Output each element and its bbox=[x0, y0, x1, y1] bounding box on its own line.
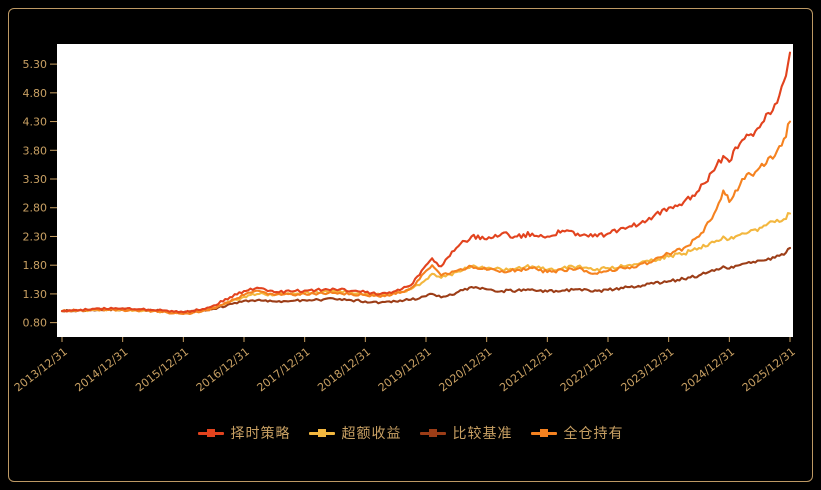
y-axis-tick-label: 0.80 bbox=[23, 317, 48, 330]
legend-item-benchmark[interactable]: 比较基准 bbox=[419, 423, 513, 443]
chart-legend: 择时策略 超额收益 比较基准 全仓持有 bbox=[0, 423, 821, 443]
x-axis-tick-label: 2015/12/31 bbox=[133, 345, 191, 394]
x-axis-tick-label: 2019/12/31 bbox=[376, 345, 434, 394]
x-axis-tick-label: 2024/12/31 bbox=[679, 345, 737, 394]
series-line-timing-strategy bbox=[60, 51, 792, 314]
legend-item-timing-strategy[interactable]: 择时策略 bbox=[197, 423, 291, 443]
x-axis-tick-label: 2021/12/31 bbox=[497, 345, 555, 394]
line-marker-icon bbox=[308, 429, 335, 437]
y-axis-tick-label: 3.80 bbox=[23, 144, 48, 157]
x-axis-tick-label: 2016/12/31 bbox=[194, 345, 252, 394]
x-axis-tick-label: 2014/12/31 bbox=[73, 345, 131, 394]
y-axis-tick-label: 1.30 bbox=[23, 288, 48, 301]
y-axis-tick-label: 5.30 bbox=[23, 58, 48, 71]
x-axis-tick-label: 2020/12/31 bbox=[437, 345, 495, 394]
x-axis-tick-label: 2018/12/31 bbox=[315, 345, 373, 394]
line-marker-icon bbox=[419, 429, 446, 437]
legend-label: 全仓持有 bbox=[563, 426, 624, 442]
legend-item-excess-return[interactable]: 超额收益 bbox=[308, 423, 402, 443]
legend-label: 比较基准 bbox=[452, 426, 513, 442]
x-axis-tick-label: 2013/12/31 bbox=[12, 345, 70, 394]
y-axis-tick-label: 2.80 bbox=[23, 202, 48, 215]
line-marker-icon bbox=[530, 429, 557, 437]
y-axis-tick-label: 4.80 bbox=[23, 87, 48, 100]
x-axis-tick-label: 2023/12/31 bbox=[619, 345, 677, 394]
line-marker-icon bbox=[197, 429, 224, 437]
legend-label: 择时策略 bbox=[230, 426, 291, 442]
x-axis-tick-label: 2017/12/31 bbox=[255, 345, 313, 394]
series-line-full-position-hold bbox=[60, 120, 792, 316]
y-axis-tick-label: 2.30 bbox=[23, 230, 48, 243]
legend-item-full-position-hold[interactable]: 全仓持有 bbox=[530, 423, 624, 443]
y-axis-tick-label: 3.30 bbox=[23, 173, 48, 186]
plot-area bbox=[57, 44, 793, 337]
y-axis-tick-label: 1.80 bbox=[23, 259, 48, 272]
x-axis-tick-label: 2022/12/31 bbox=[558, 345, 616, 394]
x-axis-tick-label: 2025/12/31 bbox=[740, 345, 798, 394]
y-axis-tick-label: 4.30 bbox=[23, 116, 48, 129]
legend-label: 超额收益 bbox=[341, 426, 402, 442]
